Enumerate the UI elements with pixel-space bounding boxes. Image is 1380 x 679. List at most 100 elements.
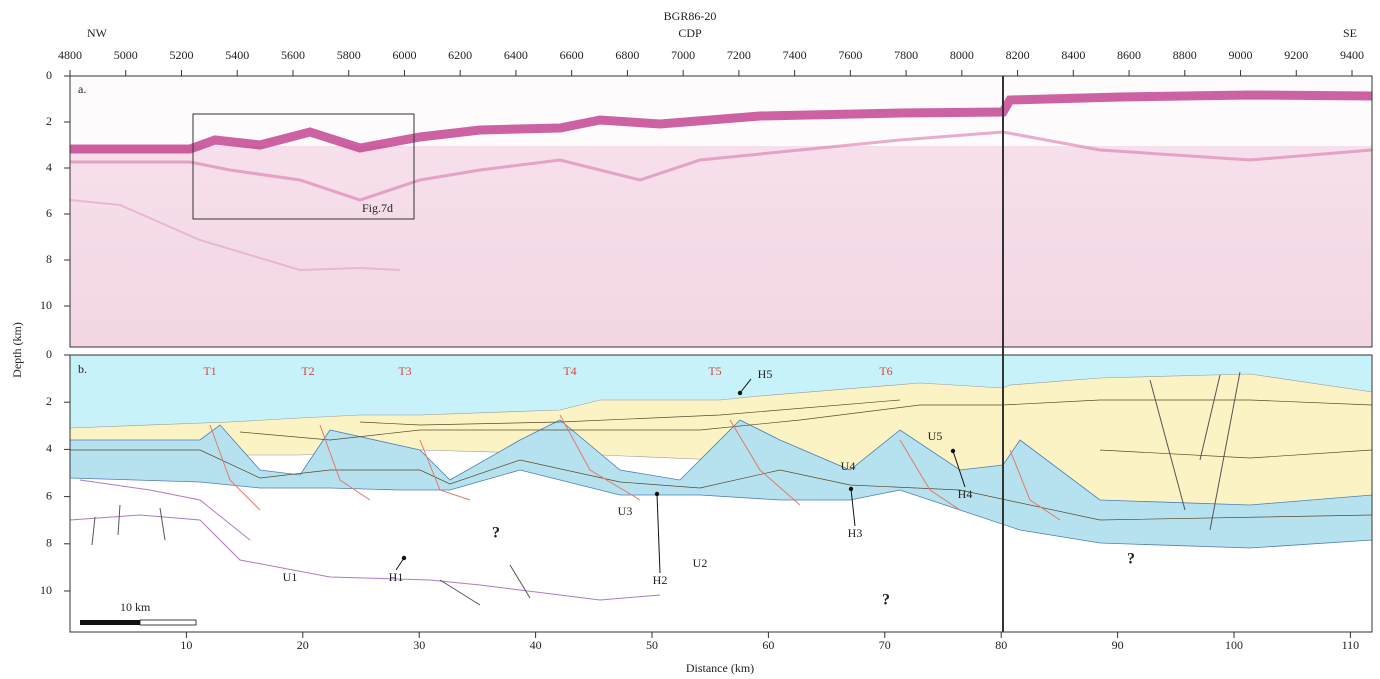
pointer [739,378,752,394]
pointer [656,493,661,574]
x-tick-label: 5000 [114,48,138,62]
x-tick-label: 5200 [169,48,193,62]
x-tick-label: 8600 [1117,48,1141,62]
x-tick-label: 20 [297,638,309,652]
top-axis-title: CDP [678,26,702,40]
x-tick-label: 50 [646,638,658,652]
y-tick-label: 8 [46,252,52,266]
scale-bar-label: 10 km [120,600,151,614]
transect-label: T1 [203,364,216,378]
pointer [952,450,966,488]
y-tick-label: 10 [40,298,52,312]
horizon-label: H2 [653,573,668,587]
pointer [395,557,405,571]
x-tick-label: 7200 [727,48,751,62]
x-tick-label: 6200 [448,48,472,62]
pointer-head [848,486,854,492]
x-tick-label: 4800 [58,48,82,62]
horizon-label: H3 [848,526,863,540]
x-tick-label: 30 [413,638,425,652]
pointer [850,488,856,527]
unknown-label: ? [882,592,890,609]
x-tick-label: 5800 [337,48,361,62]
horizon-label: H4 [958,487,973,501]
x-tick-label: 5600 [281,48,305,62]
unit-label: U2 [693,556,708,570]
y-tick-label: 6 [46,206,52,220]
x-tick-label: 6600 [560,48,584,62]
transect-label: T6 [879,364,892,378]
unit-label: U5 [928,429,943,443]
x-tick-label: 8400 [1061,48,1085,62]
x-tick-label: 60 [762,638,774,652]
horizon-label: H1 [389,570,404,584]
y-tick-label: 2 [46,394,52,408]
transect-label: T2 [301,364,314,378]
x-tick-label: 7000 [671,48,695,62]
unit-label: U4 [841,459,856,473]
x-tick-label: 90 [1112,638,1124,652]
pointer-head [401,555,407,561]
panel-frame [69,75,1373,348]
y-tick-label: 2 [46,114,52,128]
x-tick-label: 7400 [783,48,807,62]
line-title: BGR86-20 [664,9,717,23]
x-tick-label: 9400 [1340,48,1364,62]
x-tick-label: 8000 [950,48,974,62]
unknown-label: ? [1127,551,1135,568]
reflector [70,130,1373,202]
direction-label: SE [1343,26,1357,40]
pointer-head [737,390,743,396]
basement-surface [69,479,661,601]
water [70,355,1372,428]
interpretation-panel: 10 km b. [69,354,1373,633]
horizon-lines [70,399,1373,521]
x-tick-label: 9000 [1229,48,1253,62]
unit-label: U1 [283,570,298,584]
reflector [69,199,401,272]
x-tick-label: 110 [1342,638,1360,652]
x-tick-label: 80 [995,638,1007,652]
pointer-head [654,491,660,497]
transect-label: T4 [563,364,576,378]
transect-label: T3 [398,364,411,378]
scale-bar [80,620,140,625]
x-axis-title: Distance (km) [686,661,754,675]
figure-box [192,113,415,220]
x-tick-label: 9200 [1284,48,1308,62]
marine-unit [69,419,1373,549]
panel-frame [69,354,1373,633]
direction-label: NW [87,26,108,40]
horizon-label: H5 [758,367,773,381]
scale-bar [139,619,197,626]
pointer-head [950,448,956,454]
unknown-label: ? [492,525,500,542]
x-tick-label: 6400 [504,48,528,62]
y-tick-label: 8 [46,536,52,550]
unit-label: U3 [618,504,633,518]
transect-label: T5 [708,364,721,378]
x-tick-label: 7800 [894,48,918,62]
y-tick-label: 0 [46,68,52,82]
panel-label: b. [78,362,87,376]
x-tick-label: 6000 [392,48,416,62]
water-column [70,76,1372,146]
y-tick-label: 0 [46,347,52,361]
box-label: Fig.7d [362,201,393,215]
panel-label: a. [78,82,86,96]
x-tick-label: 100 [1225,638,1243,652]
x-tick-label: 8200 [1006,48,1030,62]
y-tick-label: 4 [46,160,52,174]
y-axis-title: Depth (km) [10,322,24,378]
y-tick-label: 10 [40,583,52,597]
x-tick-label: 7600 [838,48,862,62]
x-tick-label: 40 [530,638,542,652]
faults [209,414,1061,521]
x-tick-label: 6800 [615,48,639,62]
seafloor-reflector [70,90,1373,154]
y-tick-label: 6 [46,488,52,502]
seismic-panel: a. Fig.7d [69,75,1373,348]
x-tick-label: 10 [180,638,192,652]
basement-faults [91,371,1241,606]
